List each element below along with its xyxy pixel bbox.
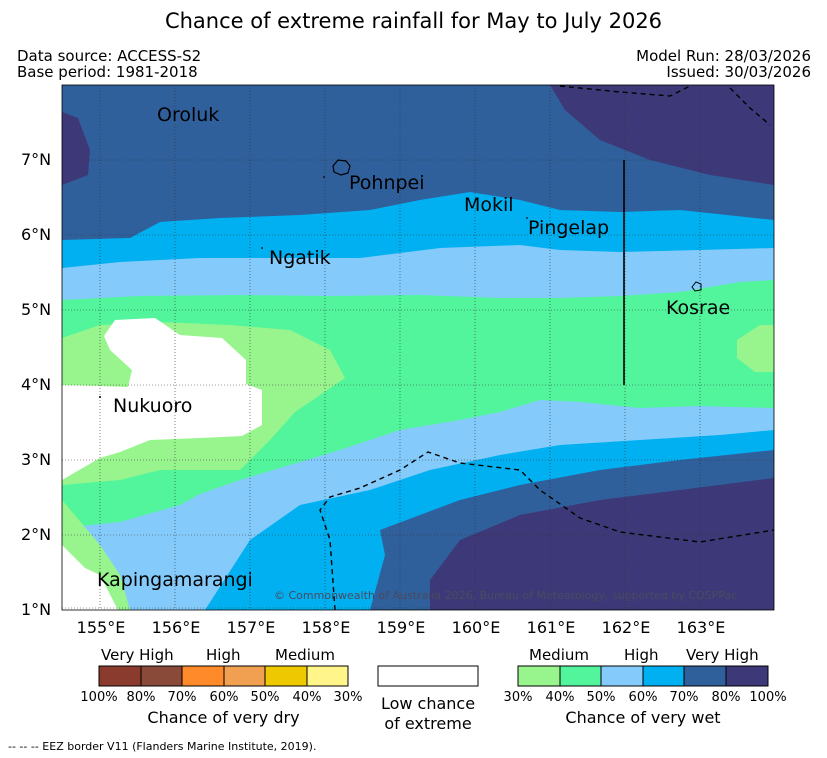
lon-label-160: 160°E — [451, 618, 501, 637]
lon-label-161: 161°E — [526, 618, 576, 637]
map-frame — [61, 84, 775, 611]
lon-label-155: 155°E — [76, 618, 126, 637]
dry-swatch-70-60 — [181, 665, 225, 687]
wet-pct-40: 40% — [545, 690, 575, 705]
probability-field — [62, 85, 774, 610]
oroluk-atoll — [99, 396, 101, 398]
low-chance-label-line2: of extreme — [384, 714, 472, 733]
place-ngatik: Ngatik — [269, 247, 331, 269]
eez-border-south — [319, 451, 774, 610]
lon-label-158: 158°E — [301, 618, 351, 637]
ngatik-atoll — [261, 247, 263, 249]
pohnpei-islet — [323, 176, 325, 178]
dry-pct-100: 100% — [80, 690, 118, 705]
issued-label: Issued: 30/03/2026 — [666, 63, 811, 81]
lat-label-2: 2°N — [21, 525, 52, 544]
pohnpei-island — [332, 159, 351, 176]
eez-border-north — [559, 85, 691, 97]
dry-pct-30: 30% — [333, 690, 363, 705]
wet-swatch-80-100 — [725, 665, 769, 687]
band-very-high-wet-100-west — [62, 112, 90, 185]
dry-legend-bar — [98, 665, 349, 687]
place-nukuoro: Nukuoro — [113, 395, 193, 417]
lat-label-4: 4°N — [21, 375, 52, 394]
wet-pct-100: 100% — [749, 690, 787, 705]
model-run-label: Model Run: 28/03/2026 — [636, 47, 811, 65]
wet-caption: Chance of very wet — [565, 708, 721, 727]
band-medium-wet-40-east — [737, 325, 774, 372]
low-chance-region — [62, 318, 262, 480]
place-pohnpei: Pohnpei — [349, 172, 425, 194]
band-very-high-wet-100-south — [430, 478, 774, 610]
lat-label-3: 3°N — [21, 450, 52, 469]
dry-pct-50: 50% — [250, 690, 280, 705]
wet-swatch-60-70 — [642, 665, 685, 687]
dry-caption: Chance of very dry — [147, 708, 300, 727]
wet-pct-30: 30% — [503, 690, 533, 705]
place-kosrae: Kosrae — [666, 297, 731, 319]
low-chance-swatch — [377, 665, 479, 687]
lat-label-1: 1°N — [21, 600, 52, 619]
dry-pct-40: 40% — [292, 690, 322, 705]
dry-pct-70: 70% — [167, 690, 197, 705]
kosrae-island — [691, 281, 702, 292]
copyright-notice: © Commonwealth of Australia 2026, Bureau… — [274, 589, 738, 602]
dry-swatch-40-30 — [306, 665, 349, 687]
dry-pct-60: 60% — [209, 690, 239, 705]
band-very-high-wet-100-north — [550, 85, 774, 185]
dry-pct-80: 80% — [126, 690, 156, 705]
wet-swatch-40-50 — [559, 665, 602, 687]
lon-label-156: 156°E — [151, 618, 201, 637]
wet-medium-label: Medium — [529, 646, 589, 664]
dry-swatch-100-80 — [98, 665, 142, 687]
wet-pct-80: 80% — [711, 690, 741, 705]
wet-swatch-70-80 — [683, 665, 727, 687]
wet-swatch-30-40 — [517, 665, 561, 687]
lon-label-157: 157°E — [226, 618, 276, 637]
dry-medium-label: Medium — [275, 646, 335, 664]
wet-pct-60: 60% — [628, 690, 658, 705]
lon-label-159: 159°E — [376, 618, 426, 637]
lat-label-5: 5°N — [21, 300, 52, 319]
dry-high-label: High — [206, 646, 241, 664]
wet-legend-bar — [517, 665, 769, 687]
lon-label-162: 162°E — [601, 618, 651, 637]
wet-very-high-label: Very High — [686, 646, 759, 664]
wet-high-label: High — [624, 646, 659, 664]
chart-title: Chance of extreme rainfall for May to Ju… — [164, 9, 663, 33]
lat-label-6: 6°N — [21, 225, 52, 244]
place-kapingamarangi: Kapingamarangi — [97, 569, 253, 591]
dry-very-high-label: Very High — [101, 646, 174, 664]
base-period-label: Base period: 1981-2018 — [17, 63, 198, 81]
mokil-atoll — [526, 217, 528, 219]
wet-pct-70: 70% — [669, 690, 699, 705]
graticule — [62, 85, 774, 610]
dry-swatch-80-70 — [140, 665, 183, 687]
data-source-label: Data source: ACCESS-S2 — [17, 47, 202, 65]
place-oroluk: Oroluk — [157, 104, 220, 126]
lat-label-7: 7°N — [21, 150, 52, 169]
eez-border-northeast — [729, 87, 771, 126]
low-chance-region-south — [62, 545, 118, 610]
dry-swatch-50-40 — [264, 665, 308, 687]
eez-borders — [319, 85, 774, 610]
eez-footnote: -- -- -- EEZ border V11 (Flanders Marine… — [8, 740, 317, 753]
place-pingelap: Pingelap — [528, 217, 610, 239]
place-mokil: Mokil — [464, 194, 514, 216]
wet-pct-50: 50% — [586, 690, 616, 705]
dry-swatch-60-50 — [223, 665, 266, 687]
lon-label-163: 163°E — [676, 618, 726, 637]
low-chance-label-line1: Low chance — [380, 694, 476, 713]
wet-swatch-50-60 — [600, 665, 644, 687]
